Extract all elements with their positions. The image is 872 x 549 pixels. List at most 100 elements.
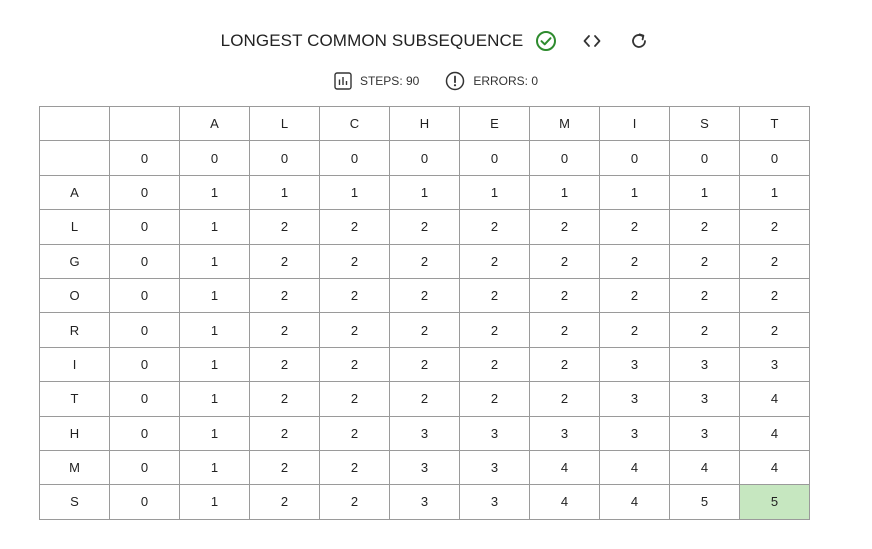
grid-cell[interactable]: 3 [459,449,530,486]
grid-cell[interactable]: 3 [389,449,460,486]
grid-cell[interactable]: 2 [669,312,740,348]
grid-cell[interactable]: 4 [669,449,740,486]
grid-cell[interactable]: 2 [249,346,320,383]
grid-cell[interactable]: 0 [109,243,180,279]
grid-cell[interactable]: 1 [179,174,250,211]
grid-cell[interactable]: 2 [599,243,670,279]
grid-cell[interactable]: 2 [529,243,600,279]
grid-cell[interactable]: 2 [389,381,460,417]
grid-cell[interactable]: 2 [739,209,810,245]
grid-cell[interactable]: 2 [669,209,740,245]
grid-cell[interactable]: 2 [319,484,390,520]
grid-cell[interactable]: 1 [179,484,250,520]
grid-cell[interactable]: 1 [319,174,390,211]
grid-cell[interactable]: 0 [109,174,180,211]
grid-cell[interactable]: 2 [529,346,600,383]
grid-cell[interactable]: 2 [319,381,390,417]
grid-cell[interactable]: 2 [249,209,320,245]
grid-cell[interactable]: 5 [669,484,740,520]
grid-cell[interactable]: 0 [179,140,250,176]
grid-cell[interactable]: 2 [599,312,670,348]
grid-cell[interactable]: 2 [249,312,320,348]
grid-cell[interactable]: 0 [739,140,810,176]
grid-cell[interactable]: 2 [249,243,320,279]
grid-cell[interactable]: 0 [109,312,180,348]
grid-cell[interactable]: 3 [669,381,740,417]
grid-cell[interactable]: 0 [249,140,320,176]
grid-cell[interactable]: 2 [249,277,320,314]
grid-cell[interactable]: 2 [529,277,600,314]
grid-cell[interactable]: 1 [179,449,250,486]
grid-cell[interactable]: 2 [249,381,320,417]
grid-cell[interactable]: 0 [109,277,180,314]
grid-cell[interactable]: 0 [109,449,180,486]
grid-cell[interactable]: 1 [179,209,250,245]
grid-cell[interactable]: 4 [529,484,600,520]
grid-cell[interactable]: 2 [669,243,740,279]
grid-cell[interactable]: 3 [599,415,670,451]
grid-cell[interactable]: 0 [109,415,180,451]
grid-cell[interactable]: 2 [459,277,530,314]
grid-cell[interactable]: 2 [739,277,810,314]
grid-cell[interactable]: 2 [669,277,740,314]
grid-cell[interactable]: 2 [389,346,460,383]
grid-cell[interactable]: 4 [739,415,810,451]
grid-cell[interactable]: 3 [669,346,740,383]
grid-cell[interactable]: 1 [179,243,250,279]
grid-cell[interactable]: 3 [599,381,670,417]
grid-cell[interactable]: 0 [109,381,180,417]
grid-cell[interactable]: 0 [669,140,740,176]
grid-cell[interactable]: 3 [739,346,810,383]
grid-cell[interactable]: 2 [249,449,320,486]
grid-cell[interactable]: 1 [669,174,740,211]
grid-cell[interactable]: 2 [249,415,320,451]
grid-cell[interactable]: 1 [529,174,600,211]
grid-cell[interactable]: 2 [319,277,390,314]
grid-cell[interactable]: 4 [739,449,810,486]
grid-cell[interactable]: 4 [599,449,670,486]
grid-cell[interactable]: 0 [109,209,180,245]
grid-cell[interactable]: 1 [179,277,250,314]
grid-cell[interactable]: 0 [389,140,460,176]
code-icon[interactable] [581,30,603,52]
grid-cell[interactable]: 2 [529,381,600,417]
grid-cell[interactable]: 2 [459,346,530,383]
grid-cell[interactable]: 1 [179,381,250,417]
grid-cell[interactable]: 0 [319,140,390,176]
grid-cell[interactable]: 3 [529,415,600,451]
grid-cell[interactable]: 0 [529,140,600,176]
grid-cell[interactable]: 2 [249,484,320,520]
grid-cell[interactable]: 3 [459,484,530,520]
grid-cell[interactable]: 1 [599,174,670,211]
grid-cell[interactable]: 2 [529,209,600,245]
refresh-icon[interactable] [629,31,649,51]
grid-cell[interactable]: 2 [319,449,390,486]
grid-cell[interactable]: 2 [459,312,530,348]
grid-cell[interactable]: 3 [389,484,460,520]
grid-cell[interactable]: 2 [739,243,810,279]
grid-cell[interactable]: 2 [389,209,460,245]
grid-cell[interactable]: 2 [389,277,460,314]
grid-cell[interactable]: 2 [319,209,390,245]
grid-cell[interactable]: 0 [109,140,180,176]
grid-cell[interactable]: 2 [459,381,530,417]
grid-cell[interactable]: 3 [669,415,740,451]
grid-cell[interactable]: 2 [319,243,390,279]
grid-cell[interactable]: 0 [459,140,530,176]
grid-cell[interactable]: 2 [599,277,670,314]
grid-cell[interactable]: 1 [179,346,250,383]
grid-cell[interactable]: 4 [599,484,670,520]
grid-cell[interactable]: 3 [599,346,670,383]
grid-cell[interactable]: 0 [109,484,180,520]
highlighted-grid-cell[interactable]: 5 [739,484,810,520]
grid-cell[interactable]: 0 [599,140,670,176]
grid-cell[interactable]: 2 [459,209,530,245]
grid-cell[interactable]: 2 [529,312,600,348]
grid-cell[interactable]: 2 [599,209,670,245]
grid-cell[interactable]: 2 [319,346,390,383]
grid-cell[interactable]: 4 [739,381,810,417]
grid-cell[interactable]: 1 [389,174,460,211]
grid-cell[interactable]: 3 [389,415,460,451]
grid-cell[interactable]: 2 [459,243,530,279]
grid-cell[interactable]: 1 [249,174,320,211]
